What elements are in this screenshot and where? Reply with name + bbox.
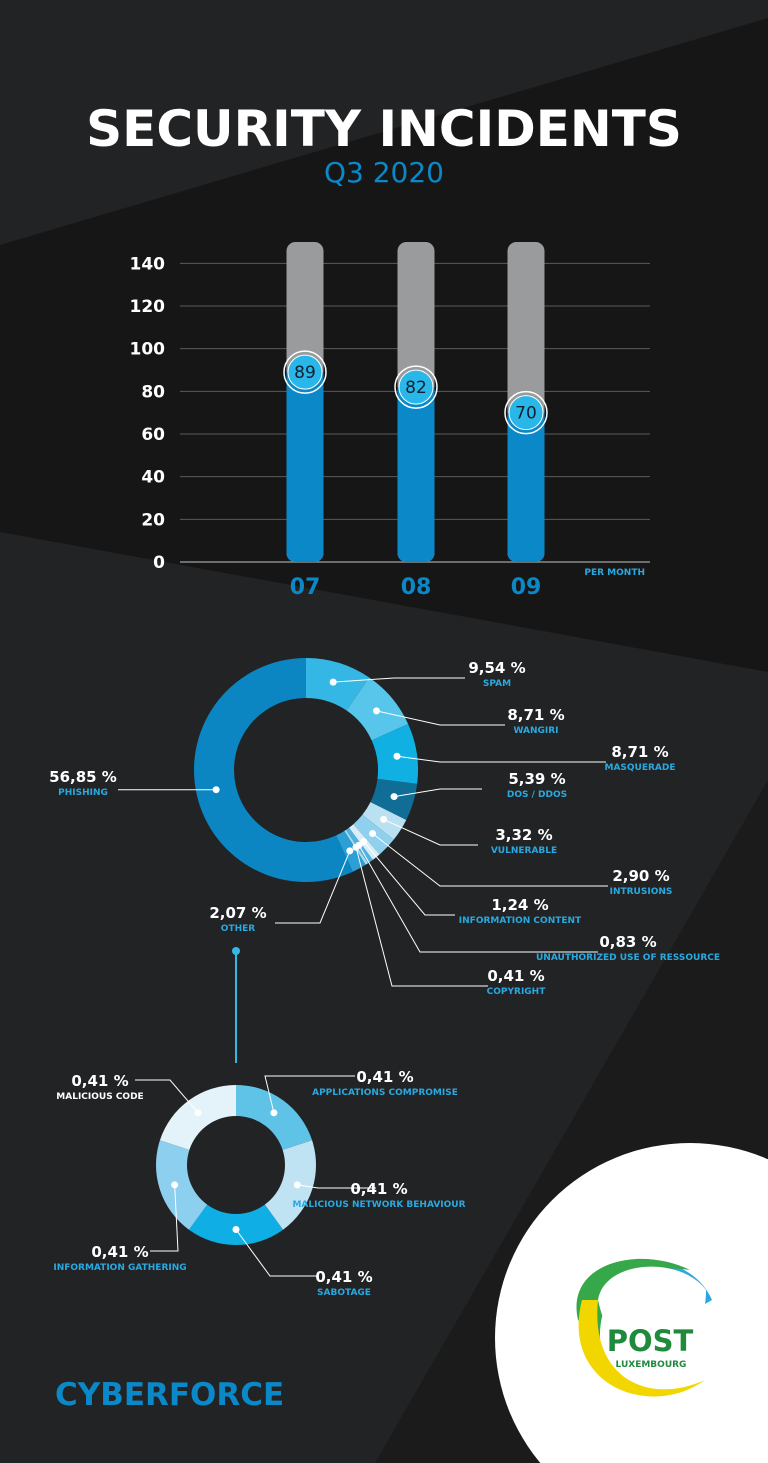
slice-label: OTHER: [221, 924, 255, 934]
page-subtitle: Q3 2020: [324, 156, 444, 189]
slice-value: 5,39 %: [508, 770, 565, 788]
slice-label: UNAUTHORIZED USE OF RESSOURCE: [536, 953, 720, 963]
value-badge-label: 70: [515, 404, 537, 424]
leader-line: [264, 1075, 355, 1113]
value-badge-ring: [283, 350, 327, 394]
y-tick-label: 60: [141, 425, 165, 445]
other-breakdown-donut: [156, 1085, 316, 1245]
value-badge: [508, 395, 544, 431]
value-badge-ring: [504, 390, 548, 435]
value-badge-label: 82: [405, 378, 427, 398]
y-tick-label: 20: [141, 510, 165, 530]
value-badge: [287, 354, 323, 390]
x-tick-label: 08: [401, 575, 432, 600]
bar-chart-bars: 89 82 70: [283, 242, 548, 562]
leader-line: [333, 677, 465, 683]
donut-slice: [156, 1140, 208, 1230]
donut-slice: [306, 658, 370, 711]
slice-value: 0,41 %: [487, 967, 544, 985]
slice-value: 0,41 %: [91, 1243, 148, 1261]
y-tick-label: 120: [130, 297, 166, 317]
slice-value: 8,71 %: [611, 743, 668, 761]
leader-line: [150, 1184, 179, 1252]
slice-value: 0,41 %: [356, 1068, 413, 1086]
bar: [286, 372, 324, 562]
dark-band: [0, 18, 768, 672]
slice-value: 56,85 %: [49, 768, 117, 786]
slice-value: 2,07 %: [209, 904, 266, 922]
leader-line: [363, 841, 455, 916]
y-tick-label: 140: [130, 254, 166, 274]
y-tick-label: 80: [141, 382, 165, 402]
x-tick-label: 09: [511, 575, 542, 600]
leader-line: [355, 847, 488, 987]
logo-subword: LUXEMBOURG: [616, 1360, 687, 1370]
page-title: SECURITY INCIDENTS: [86, 100, 682, 158]
slice-value: 0,83 %: [599, 933, 656, 951]
leader-line: [235, 1229, 318, 1277]
leader-line: [393, 788, 482, 798]
leader-line: [376, 710, 505, 726]
slice-label: MALICIOUS NETWORK BEHAVIOUR: [292, 1200, 465, 1210]
donut-slice: [159, 1085, 236, 1150]
logo-word: POST: [607, 1324, 694, 1358]
leader-line: [396, 755, 606, 763]
slice-label: WANGIRI: [513, 726, 558, 736]
slice-label: DOS / DDOS: [507, 790, 567, 800]
slice-label: MALICIOUS CODE: [56, 1092, 143, 1102]
value-badge-label: 89: [294, 363, 316, 383]
slice-value: 9,54 %: [468, 659, 525, 677]
incident-type-donut-labels: 9,54 % SPAM 8,71 % WANGIRI 8,71 % MASQUERADE 5…: [49, 659, 720, 997]
donut-slice: [264, 1140, 316, 1230]
slice-value: 2,90 %: [612, 867, 669, 885]
leader-line: [372, 833, 608, 887]
slice-label: INFORMATION CONTENT: [459, 916, 582, 926]
cyberforce-logo: CYBERFORCE: [55, 1377, 284, 1413]
slice-label: SABOTAGE: [317, 1288, 371, 1298]
other-breakdown-donut-labels: 0,41 % APPLICATIONS COMPROMISE 0,41 % MALIC…: [53, 1068, 465, 1298]
slice-value: 3,32 %: [495, 826, 552, 844]
value-badge: [398, 369, 434, 405]
slice-value: 0,41 %: [71, 1072, 128, 1090]
slice-value: 8,71 %: [507, 706, 564, 724]
logo-inner: [598, 1266, 706, 1364]
slice-label: COPYRIGHT: [487, 987, 547, 997]
post-luxembourg-logo: POST LUXEMBOURG: [495, 1143, 768, 1463]
slice-label: INFORMATION GATHERING: [53, 1263, 186, 1273]
slice-label: VULNERABLE: [491, 846, 557, 856]
bar-chart-x-label: PER MONTH: [584, 568, 645, 578]
y-tick-label: 0: [153, 553, 165, 573]
slice-label: PHISHING: [58, 788, 108, 798]
slice-value: 1,24 %: [491, 896, 548, 914]
slice-value: 0,41 %: [350, 1180, 407, 1198]
donut-slice: [194, 658, 353, 882]
leader-line: [358, 844, 598, 953]
donut-slice: [188, 1204, 284, 1245]
slice-label: INTRUSIONS: [610, 887, 673, 897]
bar-chart-y-axis: 0 20 40 60 80 100 120 140: [130, 254, 166, 573]
leader-line: [383, 818, 478, 846]
value-badge-ring: [394, 365, 438, 409]
y-tick-label: 100: [130, 340, 166, 360]
bar: [397, 387, 435, 562]
leader-line: [297, 1184, 376, 1189]
logo-swoosh-green: [576, 1258, 690, 1340]
leader-line: [275, 850, 351, 924]
slice-value: 0,41 %: [315, 1268, 372, 1286]
slice-label: SPAM: [483, 679, 511, 689]
bar-chart-x-axis: 07 08 09: [290, 575, 542, 600]
donut-slice: [236, 1085, 313, 1150]
slice-label: APPLICATIONS COMPROMISE: [312, 1088, 458, 1098]
slice-label: MASQUERADE: [604, 763, 675, 773]
logo-swoosh-yellow: [578, 1300, 705, 1397]
x-tick-label: 07: [290, 575, 321, 600]
bar: [507, 412, 545, 562]
leader-line: [135, 1079, 199, 1114]
y-tick-label: 40: [141, 468, 165, 488]
